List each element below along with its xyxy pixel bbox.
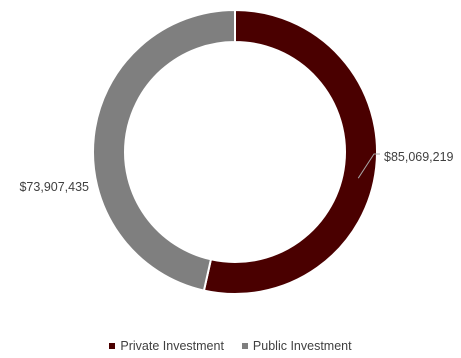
legend-item-public-investment: Public Investment bbox=[241, 339, 352, 353]
donut-slices bbox=[92, 8, 378, 295]
data-labels: $85,069,219 $73,907,435 bbox=[19, 150, 453, 194]
donut-slice-private-investment bbox=[202, 8, 378, 295]
legend: Private Investment Public Investment bbox=[0, 339, 461, 353]
legend-label-private-investment: Private Investment bbox=[120, 339, 224, 353]
leader-lines bbox=[357, 153, 380, 179]
legend-label-public-investment: Public Investment bbox=[252, 339, 352, 353]
data-label-private-investment: $85,069,219 bbox=[384, 150, 454, 164]
leader-line-private-investment bbox=[357, 153, 380, 179]
legend-item-private-investment: Private Investment bbox=[109, 339, 224, 353]
legend-swatch-public-investment bbox=[241, 343, 248, 349]
legend-swatch-private-investment bbox=[109, 343, 116, 349]
data-label-public-investment: $73,907,435 bbox=[19, 180, 89, 194]
donut-slice-public-investment bbox=[92, 8, 236, 292]
